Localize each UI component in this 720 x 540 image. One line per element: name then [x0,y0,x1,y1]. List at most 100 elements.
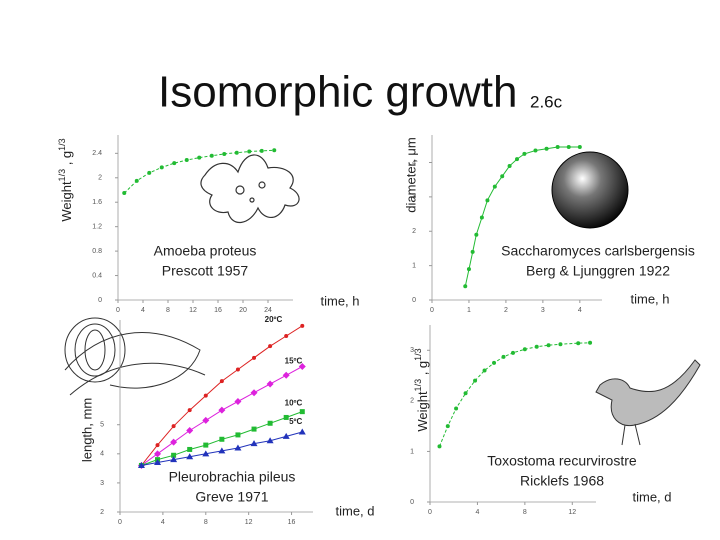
point [234,444,242,451]
point [219,436,225,442]
point [203,442,209,448]
point [577,145,582,150]
point [267,420,273,426]
point [282,432,290,439]
y-tick-label: 0 [98,297,102,304]
x-tick-label: 16 [214,307,222,314]
x-axis-label: time, d [632,489,671,504]
x-tick-label: 16 [288,519,296,526]
point [474,232,479,237]
point [159,165,164,170]
superscript: 1/3 [413,379,423,392]
point [298,363,306,371]
point [209,153,214,158]
point [463,391,468,396]
slide-title: Isomorphic growth [158,68,517,117]
point [555,145,560,150]
point [544,146,549,151]
x-tick-label: 3 [541,307,545,314]
point [466,267,471,272]
point [122,191,127,196]
y-tick-label: 0.4 [92,272,102,279]
point [234,397,242,405]
point [222,151,227,156]
x-axis-label: time, h [630,291,669,306]
x-tick-label: 4 [578,307,582,314]
point [218,406,226,414]
x-tick-label: 8 [523,509,527,516]
point [479,215,484,220]
point [171,452,177,458]
series-label: 20ºC [265,315,283,324]
point [184,158,189,163]
point [454,406,459,411]
ctenophore-drawing [64,317,206,396]
series-label: 5ºC [289,417,302,426]
annotation: Berg & Ljunggren 1922 [526,263,670,279]
superscript: 1/3 [57,138,67,151]
point [268,344,273,349]
series-label: 15ºC [285,357,303,366]
point [533,148,538,153]
y-tick-label: 0 [410,499,414,506]
point [250,389,258,397]
x-tick-label: 4 [161,519,165,526]
point [284,334,289,338]
point [522,347,527,352]
point [522,151,527,156]
amoeba-drawing [200,154,300,223]
point [235,367,240,372]
point [259,148,264,153]
x-tick-label: 4 [475,509,479,516]
x-tick-label: 0 [428,509,432,516]
x-tick-label: 2 [504,307,508,314]
annotation: Prescott 1957 [162,263,249,279]
point [507,163,512,168]
x-tick-label: 8 [204,519,208,526]
y-tick-label: 4 [100,451,104,458]
x-tick-label: 8 [166,307,170,314]
point [134,178,139,183]
point [588,340,593,345]
slide-tag: 2.6c [530,92,563,111]
point [186,427,194,435]
point [187,446,193,452]
point [576,341,581,346]
y-tick-label: 4 [412,159,416,166]
point [298,428,306,435]
series-label: 10ºC [285,399,303,408]
point [283,414,289,420]
point [437,444,442,449]
y-tick-label: 2 [100,509,104,516]
label-part: , g [59,151,74,169]
annotation: Ricklefs 1968 [520,473,604,489]
label-part: Weight [59,181,74,222]
point [170,438,178,446]
point [234,150,239,155]
x-axis-label: time, d [335,503,374,518]
point [147,170,152,175]
point [266,380,274,388]
point [187,408,192,413]
point [235,432,241,438]
point [473,378,478,383]
x-tick-label: 1 [467,307,471,314]
point [566,145,571,150]
superscript: 1/3 [57,169,67,182]
annotation: Pleurobrachia pileus [169,469,296,485]
point [219,379,224,384]
y-tick-label: 1 [410,448,414,455]
series-line [141,325,303,466]
x-tick-label: 20 [239,307,247,314]
point [155,443,160,448]
point [186,453,194,460]
y-tick-label: 2.4 [92,150,102,157]
point [482,368,487,373]
y-tick-label: 0 [412,297,416,304]
point [445,424,450,429]
y-axis-label: diameter, μm [403,137,418,212]
y-tick-label: 2 [98,175,102,182]
x-tick-label: 4 [141,307,145,314]
point [154,450,162,458]
